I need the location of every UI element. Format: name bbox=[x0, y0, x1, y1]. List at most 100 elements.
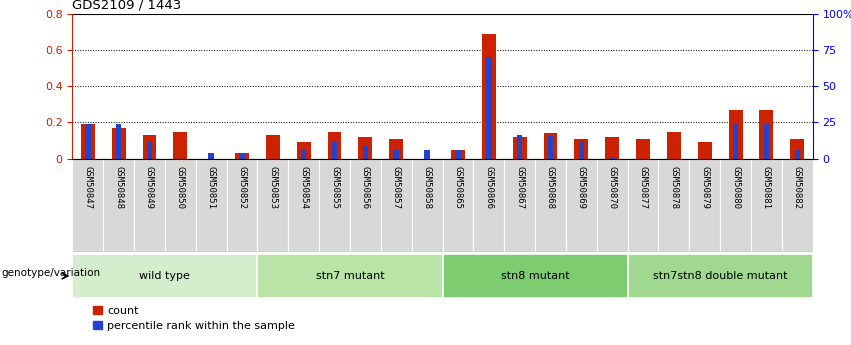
Bar bbox=[763, 124, 769, 159]
Text: GSM50856: GSM50856 bbox=[361, 166, 370, 209]
Bar bbox=[574, 139, 588, 159]
Text: GSM50878: GSM50878 bbox=[670, 166, 678, 209]
Bar bbox=[257, 254, 443, 298]
Text: GSM50857: GSM50857 bbox=[391, 166, 401, 209]
Bar bbox=[288, 159, 319, 252]
Text: GSM50865: GSM50865 bbox=[454, 166, 462, 209]
Bar bbox=[393, 150, 399, 159]
Bar bbox=[689, 159, 720, 252]
Bar bbox=[517, 135, 523, 159]
Bar bbox=[239, 153, 245, 159]
Bar bbox=[72, 254, 257, 298]
Text: wild type: wild type bbox=[140, 271, 191, 281]
Bar bbox=[85, 124, 90, 159]
Text: GSM50851: GSM50851 bbox=[207, 166, 215, 209]
Text: stn8 mutant: stn8 mutant bbox=[500, 271, 569, 281]
Bar bbox=[235, 153, 249, 159]
Text: GSM50881: GSM50881 bbox=[762, 166, 771, 209]
Bar bbox=[504, 159, 535, 252]
Bar bbox=[301, 150, 306, 159]
Bar bbox=[134, 159, 165, 252]
Text: GSM50850: GSM50850 bbox=[176, 166, 185, 209]
Text: GSM50879: GSM50879 bbox=[700, 166, 709, 209]
Bar bbox=[380, 159, 412, 252]
Bar bbox=[751, 159, 782, 252]
Bar bbox=[297, 142, 311, 159]
Text: GSM50882: GSM50882 bbox=[793, 166, 802, 209]
Bar bbox=[165, 159, 196, 252]
Text: GSM50847: GSM50847 bbox=[83, 166, 92, 209]
Text: GSM50858: GSM50858 bbox=[423, 166, 431, 209]
Text: GSM50877: GSM50877 bbox=[638, 166, 648, 209]
Bar bbox=[733, 124, 739, 159]
Text: GSM50854: GSM50854 bbox=[300, 166, 308, 209]
Bar bbox=[636, 139, 650, 159]
Bar bbox=[535, 159, 566, 252]
Bar bbox=[566, 159, 597, 252]
Text: GSM50853: GSM50853 bbox=[268, 166, 277, 209]
Bar bbox=[609, 157, 615, 159]
Bar bbox=[455, 150, 460, 159]
Bar bbox=[579, 141, 584, 159]
Text: stn7 mutant: stn7 mutant bbox=[316, 271, 385, 281]
Bar bbox=[473, 159, 504, 252]
Legend: count, percentile rank within the sample: count, percentile rank within the sample bbox=[93, 306, 295, 331]
Bar bbox=[627, 254, 813, 298]
Bar bbox=[605, 137, 620, 159]
Bar bbox=[512, 137, 527, 159]
Bar bbox=[544, 133, 557, 159]
Bar bbox=[146, 141, 152, 159]
Text: stn7stn8 double mutant: stn7stn8 double mutant bbox=[653, 271, 787, 281]
Bar bbox=[795, 150, 800, 159]
Bar bbox=[443, 254, 627, 298]
Bar bbox=[698, 142, 711, 159]
Bar bbox=[782, 159, 813, 252]
Bar bbox=[332, 141, 337, 159]
Bar bbox=[759, 110, 774, 159]
Bar bbox=[196, 159, 226, 252]
Text: GSM50867: GSM50867 bbox=[515, 166, 524, 209]
Text: GSM50870: GSM50870 bbox=[608, 166, 617, 209]
Text: GSM50866: GSM50866 bbox=[484, 166, 494, 209]
Bar bbox=[111, 128, 126, 159]
Bar bbox=[328, 131, 341, 159]
Bar bbox=[548, 135, 553, 159]
Bar bbox=[174, 131, 187, 159]
Bar bbox=[667, 131, 681, 159]
Text: GSM50849: GSM50849 bbox=[145, 166, 154, 209]
Text: GSM50880: GSM50880 bbox=[731, 166, 740, 209]
Bar bbox=[389, 139, 403, 159]
Bar bbox=[443, 159, 473, 252]
Bar bbox=[116, 124, 122, 159]
Bar bbox=[597, 159, 627, 252]
Bar bbox=[627, 159, 659, 252]
Bar bbox=[412, 159, 443, 252]
Text: GSM50855: GSM50855 bbox=[330, 166, 339, 209]
Bar bbox=[486, 57, 492, 159]
Bar bbox=[266, 135, 280, 159]
Text: GSM50848: GSM50848 bbox=[114, 166, 123, 209]
Bar bbox=[142, 135, 157, 159]
Bar bbox=[81, 124, 94, 159]
Bar bbox=[257, 159, 288, 252]
Bar bbox=[72, 159, 103, 252]
Text: GSM50868: GSM50868 bbox=[546, 166, 555, 209]
Bar bbox=[720, 159, 751, 252]
Bar bbox=[208, 153, 214, 159]
Bar bbox=[791, 139, 804, 159]
Bar bbox=[482, 34, 496, 159]
Bar bbox=[451, 150, 465, 159]
Bar bbox=[103, 159, 134, 252]
Text: GDS2109 / 1443: GDS2109 / 1443 bbox=[72, 0, 181, 11]
Bar bbox=[363, 146, 368, 159]
Bar bbox=[358, 137, 373, 159]
Bar bbox=[226, 159, 257, 252]
Bar bbox=[659, 159, 689, 252]
Bar bbox=[728, 110, 743, 159]
Bar bbox=[425, 150, 430, 159]
Bar bbox=[350, 159, 380, 252]
Text: GSM50869: GSM50869 bbox=[577, 166, 585, 209]
Text: genotype/variation: genotype/variation bbox=[2, 268, 100, 277]
Text: GSM50852: GSM50852 bbox=[237, 166, 247, 209]
Bar bbox=[319, 159, 350, 252]
